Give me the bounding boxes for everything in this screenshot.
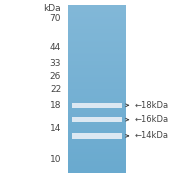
Text: 14: 14 bbox=[50, 124, 61, 133]
Text: 22: 22 bbox=[50, 85, 61, 94]
Text: ←14kDa: ←14kDa bbox=[135, 131, 169, 140]
Bar bbox=[72, 133, 122, 139]
Bar bbox=[72, 117, 122, 122]
Text: 26: 26 bbox=[50, 72, 61, 81]
Text: ←18kDa: ←18kDa bbox=[135, 101, 169, 110]
Text: 18: 18 bbox=[50, 101, 61, 110]
Bar bbox=[72, 103, 122, 108]
Text: 44: 44 bbox=[50, 43, 61, 52]
Text: 33: 33 bbox=[50, 59, 61, 68]
Text: kDa: kDa bbox=[44, 4, 61, 13]
Text: ←16kDa: ←16kDa bbox=[135, 115, 169, 124]
Text: 70: 70 bbox=[50, 14, 61, 23]
Text: 10: 10 bbox=[50, 155, 61, 164]
